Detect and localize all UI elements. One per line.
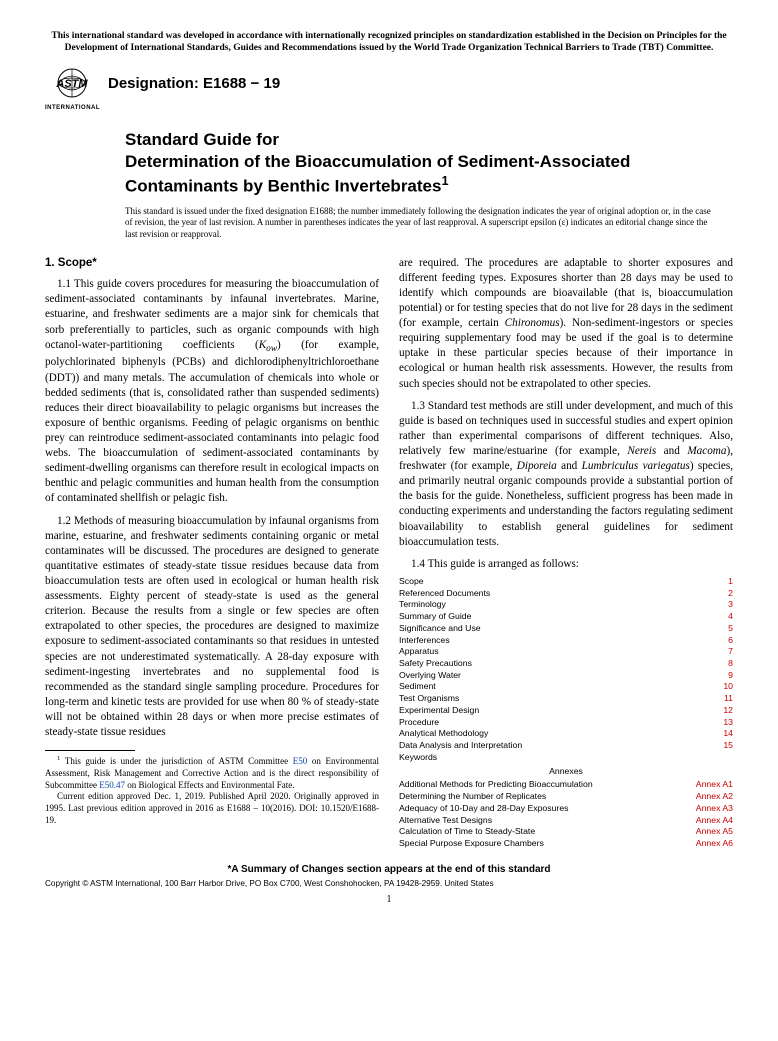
- link-e50[interactable]: E50: [293, 756, 308, 766]
- issued-note: This standard is issued under the fixed …: [125, 206, 733, 241]
- footnote-edition: Current edition approved Dec. 1, 2019. P…: [45, 791, 379, 826]
- toc-row: Experimental Design12: [399, 705, 733, 717]
- toc-row: Keywords: [399, 752, 733, 764]
- designation: Designation: E1688 − 19: [108, 67, 280, 92]
- toc-row: Apparatus7: [399, 646, 733, 658]
- toc-row: Test Organisms11: [399, 693, 733, 705]
- toc-annex-row: Special Purpose Exposure ChambersAnnex A…: [399, 838, 733, 850]
- page-number: 1: [45, 894, 733, 905]
- title-sup: 1: [441, 173, 448, 188]
- title-block: Standard Guide for Determination of the …: [125, 129, 733, 241]
- header: ASTM INTERNATIONAL Designation: E1688 − …: [45, 67, 733, 111]
- toc-annex-row: Calculation of Time to Steady-StateAnnex…: [399, 826, 733, 838]
- footnote-rule: [45, 750, 135, 751]
- link-e5047[interactable]: E50.47: [99, 780, 125, 790]
- para-1-1: 1.1 This guide covers procedures for mea…: [45, 277, 379, 506]
- logo-subtext: INTERNATIONAL: [45, 105, 100, 111]
- para-1-3: 1.3 Standard test methods are still unde…: [399, 399, 733, 550]
- toc-row: Analytical Methodology14: [399, 728, 733, 740]
- footnotes: 1 This guide is under the jurisdiction o…: [45, 755, 379, 826]
- page: This international standard was develope…: [0, 0, 778, 925]
- toc-row: Safety Precautions8: [399, 658, 733, 670]
- toc: Scope1Referenced Documents2Terminology3S…: [399, 576, 733, 764]
- body-columns: 1. Scope* 1.1 This guide covers procedur…: [45, 256, 733, 850]
- left-column: 1. Scope* 1.1 This guide covers procedur…: [45, 256, 379, 850]
- toc-row: Scope1: [399, 576, 733, 588]
- toc-annex-row: Additional Methods for Predicting Bioacc…: [399, 779, 733, 791]
- toc-row: Procedure13: [399, 717, 733, 729]
- para-1-2: 1.2 Methods of measuring bioaccumulation…: [45, 514, 379, 741]
- toc-annexes: Additional Methods for Predicting Bioacc…: [399, 779, 733, 849]
- toc-row: Sediment10: [399, 681, 733, 693]
- document-title: Standard Guide for Determination of the …: [125, 129, 733, 198]
- scope-heading: 1. Scope*: [45, 256, 379, 272]
- para-1-2-cont: are required. The procedures are adaptab…: [399, 256, 733, 392]
- toc-row: Overlying Water9: [399, 670, 733, 682]
- right-column: are required. The procedures are adaptab…: [399, 256, 733, 850]
- title-line2: Determination of the Bioaccumulation of …: [125, 152, 630, 196]
- astm-logo: ASTM INTERNATIONAL: [45, 67, 100, 111]
- annex-heading: Annexes: [399, 766, 733, 778]
- toc-annex-row: Alternative Test DesignsAnnex A4: [399, 815, 733, 827]
- toc-row: Terminology3: [399, 599, 733, 611]
- top-notice: This international standard was develope…: [45, 30, 733, 55]
- toc-annex-row: Adequacy of 10-Day and 28-Day ExposuresA…: [399, 803, 733, 815]
- svg-text:ASTM: ASTM: [55, 78, 88, 90]
- toc-row: Data Analysis and Interpretation15: [399, 740, 733, 752]
- toc-annex-row: Determining the Number of ReplicatesAnne…: [399, 791, 733, 803]
- title-line1: Standard Guide for: [125, 130, 279, 149]
- toc-row: Summary of Guide4: [399, 611, 733, 623]
- para-1-4: 1.4 This guide is arranged as follows:: [399, 557, 733, 572]
- toc-row: Significance and Use5: [399, 623, 733, 635]
- toc-row: Interferences6: [399, 635, 733, 647]
- toc-row: Referenced Documents2: [399, 588, 733, 600]
- changes-note: *A Summary of Changes section appears at…: [45, 864, 733, 875]
- copyright: Copyright © ASTM International, 100 Barr…: [45, 879, 733, 888]
